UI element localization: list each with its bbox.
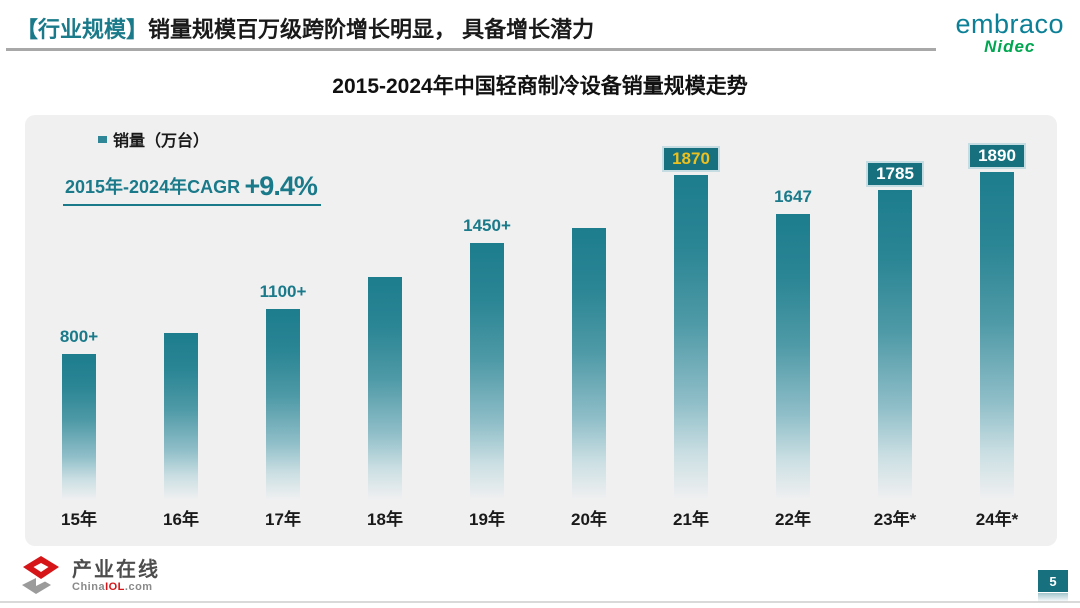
bar	[266, 309, 300, 500]
bar-column-24年*: 1890 24年*	[946, 115, 1048, 546]
cagr-value: +9.4%	[244, 171, 318, 201]
bar-column-22年: 1647 22年	[742, 115, 844, 546]
bar-value-label: 1785	[844, 161, 946, 187]
bar-value-label-box: 1785	[866, 161, 924, 187]
bar-column-19年: 1450+ 19年	[436, 115, 538, 546]
bar-column-17年: 1100+ 17年	[232, 115, 334, 546]
bar-value-label: 1100+	[259, 282, 307, 301]
chart-legend: 销量（万台）	[98, 127, 209, 151]
x-axis-label: 16年	[163, 510, 199, 529]
bar	[368, 277, 402, 500]
legend-label: 销量（万台）	[113, 133, 210, 150]
bar-value-label: 1890	[946, 143, 1048, 169]
embraco-logo: embraco	[955, 9, 1064, 39]
bar-value-label-box: 1890	[968, 143, 1026, 169]
nidec-logo: Nidec	[984, 37, 1036, 57]
x-axis-label: 15年	[61, 510, 97, 529]
bar	[164, 333, 198, 500]
page-number-reflection	[1038, 593, 1068, 602]
x-axis-label: 21年	[673, 510, 709, 529]
bar	[62, 354, 96, 500]
x-axis-label: 23年*	[873, 510, 917, 529]
brand-logo: embraco Nidec	[955, 10, 1064, 56]
header-tag: 【行业规模】	[16, 17, 149, 42]
cagr-annotation: 2015年-2024年CAGR +9.4%	[63, 171, 321, 206]
url-part: China	[72, 581, 106, 593]
slide-header: 【行业规模】销量规模百万级跨阶增长明显， 具备增长潜力	[16, 12, 594, 44]
header-divider	[6, 48, 936, 51]
bar	[674, 175, 708, 500]
chart-title: 2015-2024年中国轻商制冷设备销量规模走势	[332, 75, 748, 98]
bar-value-label: 1647	[774, 187, 812, 206]
bar	[878, 190, 912, 500]
chart-panel: 销量（万台） 2015年-2024年CAGR +9.4% 800+ 15年 16年 1…	[25, 115, 1057, 546]
bar-column-23年*: 1785 23年*	[844, 115, 946, 546]
url-part-highlight: IOL	[105, 581, 125, 593]
chinaiol-name: 产业在线	[72, 559, 160, 581]
bar	[776, 214, 810, 500]
bar-column-21年: 1870 21年	[640, 115, 742, 546]
bar-column-15年: 800+ 15年	[28, 115, 130, 546]
chinaiol-logo: 产业在线 ChinaIOL.com	[18, 554, 160, 598]
bar-column-16年: 16年	[130, 115, 232, 546]
bar	[470, 243, 504, 500]
bar-plot: 800+ 15年 16年 1100+ 17年 18年 1450+ 19年 20年 1870 21年 1…	[25, 115, 1057, 546]
bar-value-label: 1870	[640, 146, 742, 172]
chinaiol-diamond-icon	[22, 556, 59, 594]
chinaiol-url: ChinaIOL.com	[72, 581, 160, 593]
bar	[572, 228, 606, 500]
header-title: 销量规模百万级跨阶增长明显， 具备增长潜力	[148, 17, 595, 42]
bar	[980, 172, 1014, 500]
x-axis-label: 17年	[265, 510, 301, 529]
bar-value-label: 1450+	[463, 216, 511, 235]
x-axis-label: 22年	[775, 510, 811, 529]
x-axis-label: 18年	[367, 510, 403, 529]
bar-column-18年: 18年	[334, 115, 436, 546]
x-axis-label: 19年	[469, 510, 505, 529]
url-part: .com	[124, 581, 153, 593]
bar-value-label-box: 1870	[662, 146, 720, 172]
footer-divider	[0, 601, 1080, 603]
page-number: 5	[1038, 570, 1068, 592]
bar-value-label: 800+	[59, 327, 99, 346]
x-axis-label: 24年*	[975, 510, 1019, 529]
bar-column-20年: 20年	[538, 115, 640, 546]
legend-swatch-icon	[98, 135, 107, 143]
cagr-label: 2015年-2024年CAGR	[65, 177, 241, 197]
x-axis-label: 20年	[571, 510, 607, 529]
chinaiol-text: 产业在线 ChinaIOL.com	[72, 559, 160, 593]
